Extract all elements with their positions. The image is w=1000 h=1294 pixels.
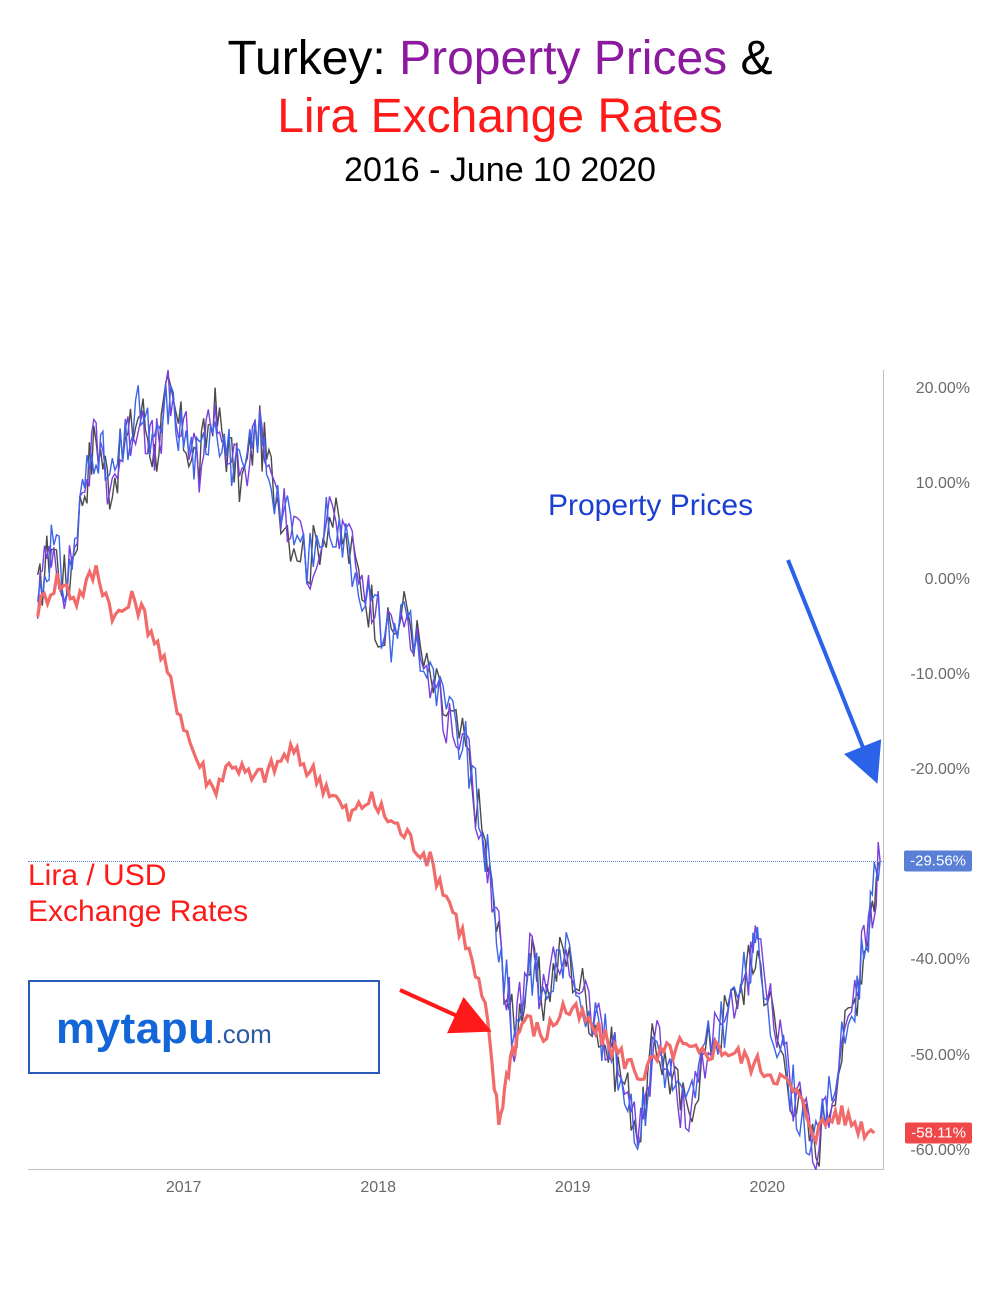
title-amp: & bbox=[727, 32, 772, 85]
title-subtitle: 2016 - June 10 2020 bbox=[0, 151, 1000, 190]
annotation-lira-line2: Exchange Rates bbox=[28, 895, 248, 928]
y-axis-label: -50.00% bbox=[910, 1047, 970, 1065]
x-axis-label: 2019 bbox=[555, 1179, 591, 1197]
x-axis-label: 2018 bbox=[360, 1179, 396, 1197]
y-axis-label: 10.00% bbox=[916, 475, 970, 493]
annotation-lira-line1: Lira / USD bbox=[28, 859, 166, 892]
y-axis-label: -40.00% bbox=[910, 951, 970, 969]
x-axis-label: 2020 bbox=[749, 1179, 785, 1197]
annotation-property-prices: Property Prices bbox=[548, 488, 753, 524]
title-line-1: Turkey: Property Prices & bbox=[0, 30, 1000, 88]
y-axis-badge: -29.56% bbox=[904, 851, 972, 872]
title-line-2: Lira Exchange Rates bbox=[0, 88, 1000, 146]
annotation-arrow bbox=[788, 560, 876, 780]
chart: Property Prices Lira / USD Exchange Rate… bbox=[28, 370, 972, 1210]
y-axis-badge: -58.11% bbox=[905, 1122, 972, 1143]
title-prefix: Turkey: bbox=[227, 32, 399, 85]
x-axis-label: 2017 bbox=[166, 1179, 202, 1197]
logo-main: mytapu bbox=[56, 1004, 215, 1053]
title-lira: Lira Exchange Rates bbox=[277, 90, 723, 143]
y-axis-label: -20.00% bbox=[910, 761, 970, 779]
reference-line bbox=[28, 861, 884, 862]
title-property: Property Prices bbox=[399, 32, 727, 85]
logo-box: mytapu.com bbox=[28, 980, 380, 1074]
title-block: Turkey: Property Prices & Lira Exchange … bbox=[0, 0, 1000, 190]
y-axis-label: 0.00% bbox=[925, 571, 970, 589]
y-axis-label: -10.00% bbox=[910, 666, 970, 684]
y-axis-label: 20.00% bbox=[916, 380, 970, 398]
plot-area: Property Prices Lira / USD Exchange Rate… bbox=[28, 370, 884, 1170]
y-axis-label: -60.00% bbox=[910, 1142, 970, 1160]
annotation-arrow bbox=[400, 990, 488, 1030]
annotation-lira-usd: Lira / USD Exchange Rates bbox=[28, 858, 248, 930]
logo-sub: .com bbox=[215, 1019, 271, 1049]
